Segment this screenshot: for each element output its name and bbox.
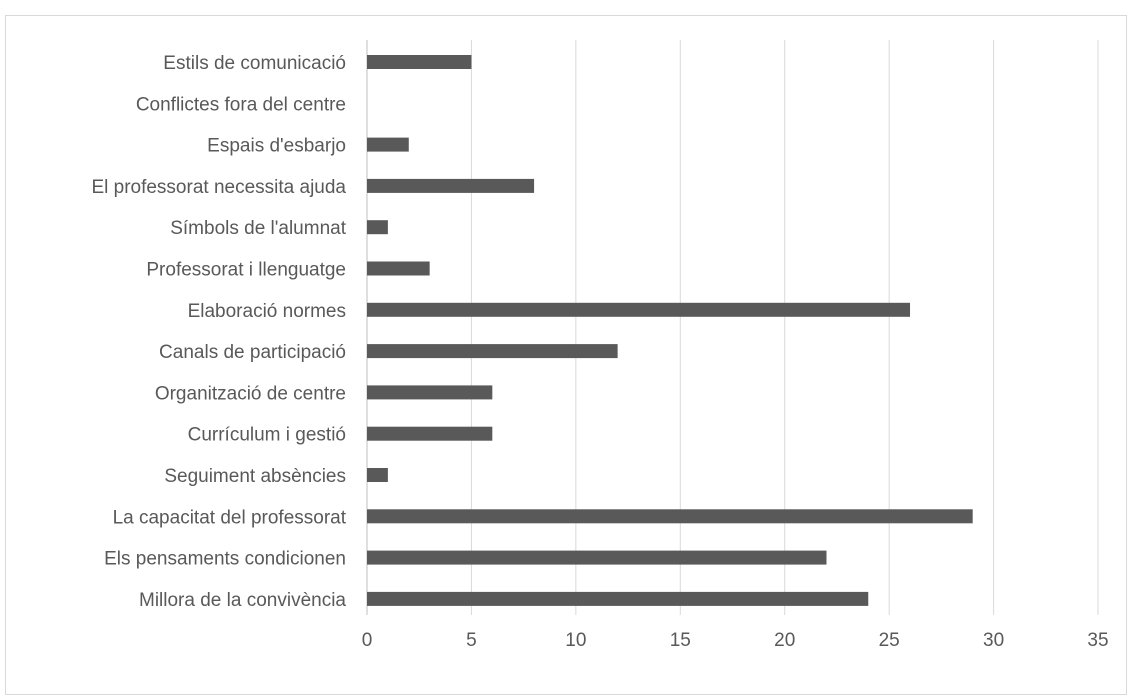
category-label: El professorat necessita ajuda bbox=[91, 177, 346, 198]
category-label: La capacitat del professorat bbox=[113, 507, 347, 528]
bar bbox=[367, 261, 430, 276]
category-label: Millora de la convivència bbox=[139, 590, 346, 611]
bar bbox=[367, 591, 869, 606]
grid-lines bbox=[366, 40, 1099, 615]
category-label: Organització de centre bbox=[155, 383, 346, 404]
bar bbox=[367, 344, 618, 359]
x-tick-label: 25 bbox=[879, 630, 900, 651]
x-tick-label: 5 bbox=[466, 630, 477, 651]
category-label: Canals de participació bbox=[159, 342, 346, 363]
x-tick-label: 35 bbox=[1087, 630, 1108, 651]
bar bbox=[367, 302, 911, 317]
bar bbox=[367, 178, 535, 193]
bar bbox=[367, 509, 973, 524]
x-tick-label: 10 bbox=[565, 630, 586, 651]
category-labels: Estils de comunicació Conflictes fora del… bbox=[91, 53, 346, 611]
bar bbox=[367, 55, 472, 69]
x-tick-label: 30 bbox=[983, 630, 1004, 651]
category-label: Símbols de l'alumnat bbox=[170, 218, 346, 239]
bar bbox=[367, 137, 409, 152]
x-tick-labels: 0 5 10 15 20 25 30 35 bbox=[362, 630, 1109, 651]
bar bbox=[367, 426, 493, 441]
x-tick-label: 0 bbox=[362, 630, 373, 651]
bar bbox=[367, 468, 388, 482]
category-label: Estils de comunicació bbox=[163, 53, 346, 74]
category-label: Els pensaments condicionen bbox=[104, 549, 346, 570]
bar bbox=[367, 385, 493, 400]
category-label: Espais d'esbarjo bbox=[207, 136, 346, 157]
category-label: Professorat i llenguatge bbox=[146, 260, 346, 281]
bar-chart: Estils de comunicació Conflictes fora del… bbox=[91, 40, 1109, 651]
x-tick-label: 15 bbox=[670, 630, 691, 651]
category-label: Elaboració normes bbox=[188, 301, 346, 322]
category-label: Seguiment absències bbox=[164, 466, 346, 487]
x-tick-label: 20 bbox=[774, 630, 795, 651]
bars bbox=[367, 55, 973, 606]
bar bbox=[367, 550, 827, 565]
category-label: Conflictes fora del centre bbox=[136, 94, 346, 115]
category-label: Currículum i gestió bbox=[188, 425, 346, 446]
bar bbox=[367, 220, 388, 235]
